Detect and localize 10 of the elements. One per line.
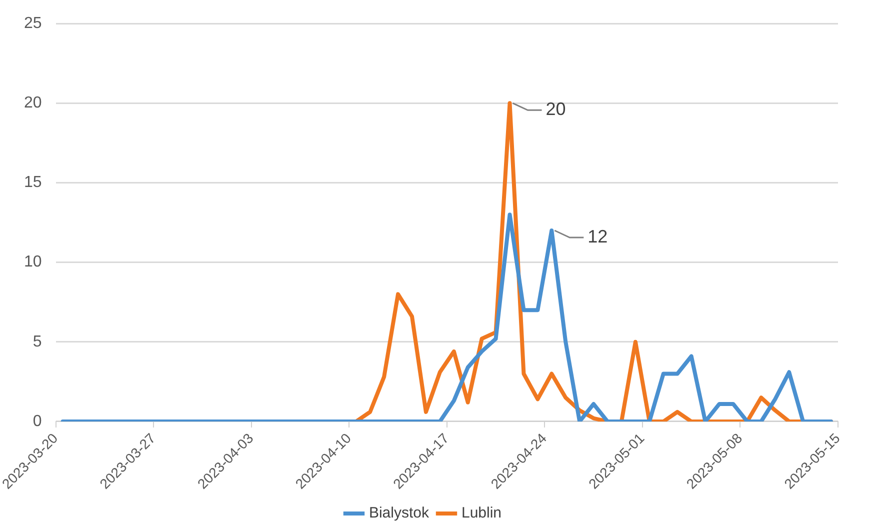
legend-label: Bialystok bbox=[368, 504, 430, 522]
annotation: 20 bbox=[546, 99, 566, 120]
y-tick-label: 20 bbox=[24, 94, 42, 112]
y-tick-label: 25 bbox=[24, 15, 42, 32]
annotation: 12 bbox=[588, 226, 608, 246]
y-tick-label: 5 bbox=[32, 333, 42, 350]
y-tick-label: 0 bbox=[32, 412, 42, 430]
y-tick-label: 15 bbox=[24, 174, 42, 192]
legend-label: Lublin bbox=[461, 504, 502, 522]
y-tick-label: 10 bbox=[24, 254, 42, 271]
